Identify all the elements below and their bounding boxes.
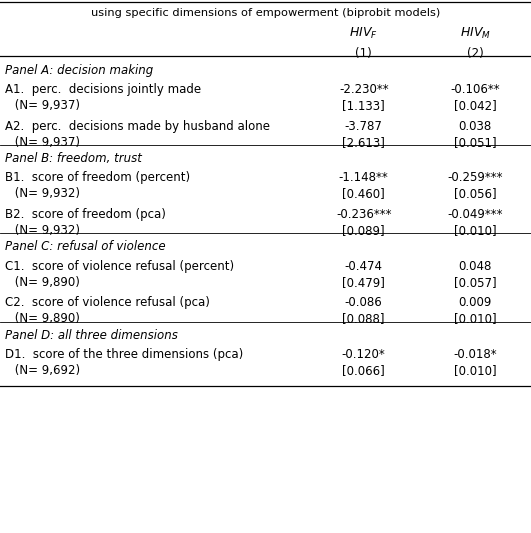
- Text: -0.018*: -0.018*: [453, 348, 497, 361]
- Text: [0.042]: [0.042]: [454, 99, 496, 112]
- Text: -0.106**: -0.106**: [450, 83, 500, 96]
- Text: -3.787: -3.787: [345, 120, 383, 133]
- Text: [0.056]: [0.056]: [454, 187, 496, 200]
- Text: -0.474: -0.474: [345, 260, 383, 272]
- Text: [0.057]: [0.057]: [454, 276, 496, 288]
- Text: A2.  perc.  decisions made by husband alone: A2. perc. decisions made by husband alon…: [5, 120, 270, 133]
- Text: -1.148**: -1.148**: [339, 171, 389, 184]
- Text: $\mathit{HIV}_M$: $\mathit{HIV}_M$: [460, 26, 491, 41]
- Text: -0.259***: -0.259***: [448, 171, 503, 184]
- Text: $\mathit{HIV}_F$: $\mathit{HIV}_F$: [349, 26, 378, 41]
- Text: Panel B: freedom, trust: Panel B: freedom, trust: [5, 152, 142, 165]
- Text: (N= 9,932): (N= 9,932): [11, 224, 80, 237]
- Text: [1.133]: [1.133]: [342, 99, 385, 112]
- Text: Panel A: decision making: Panel A: decision making: [5, 64, 153, 77]
- Text: D1.  score of the three dimensions (pca): D1. score of the three dimensions (pca): [5, 348, 244, 361]
- Text: -0.120*: -0.120*: [342, 348, 386, 361]
- Text: [0.010]: [0.010]: [454, 364, 496, 377]
- Text: -0.049***: -0.049***: [448, 208, 503, 221]
- Text: C1.  score of violence refusal (percent): C1. score of violence refusal (percent): [5, 260, 234, 272]
- Text: (2): (2): [467, 47, 484, 60]
- Text: 0.048: 0.048: [459, 260, 492, 272]
- Text: [0.460]: [0.460]: [342, 187, 385, 200]
- Text: 0.038: 0.038: [459, 120, 492, 133]
- Text: Panel D: all three dimensions: Panel D: all three dimensions: [5, 329, 178, 342]
- Text: B1.  score of freedom (percent): B1. score of freedom (percent): [5, 171, 191, 184]
- Text: -0.236***: -0.236***: [336, 208, 391, 221]
- Text: (N= 9,937): (N= 9,937): [11, 136, 80, 149]
- Text: (N= 9,937): (N= 9,937): [11, 99, 80, 112]
- Text: [0.051]: [0.051]: [454, 136, 496, 149]
- Text: [0.010]: [0.010]: [454, 312, 496, 325]
- Text: [2.613]: [2.613]: [342, 136, 385, 149]
- Text: 0.009: 0.009: [459, 296, 492, 309]
- Text: B2.  score of freedom (pca): B2. score of freedom (pca): [5, 208, 166, 221]
- Text: [0.479]: [0.479]: [342, 276, 385, 288]
- Text: (1): (1): [355, 47, 372, 60]
- Text: (N= 9,932): (N= 9,932): [11, 187, 80, 200]
- Text: (N= 9,890): (N= 9,890): [11, 276, 80, 288]
- Text: [0.089]: [0.089]: [342, 224, 385, 237]
- Text: -2.230**: -2.230**: [339, 83, 389, 96]
- Text: Panel C: refusal of violence: Panel C: refusal of violence: [5, 240, 166, 253]
- Text: [0.066]: [0.066]: [342, 364, 385, 377]
- Text: [0.088]: [0.088]: [342, 312, 385, 325]
- Text: C2.  score of violence refusal (pca): C2. score of violence refusal (pca): [5, 296, 210, 309]
- Text: -0.086: -0.086: [345, 296, 383, 309]
- Text: (N= 9,890): (N= 9,890): [11, 312, 80, 325]
- Text: (N= 9,692): (N= 9,692): [11, 364, 80, 377]
- Text: A1.  perc.  decisions jointly made: A1. perc. decisions jointly made: [5, 83, 201, 96]
- Text: using specific dimensions of empowerment (biprobit models): using specific dimensions of empowerment…: [91, 8, 440, 18]
- Text: [0.010]: [0.010]: [454, 224, 496, 237]
